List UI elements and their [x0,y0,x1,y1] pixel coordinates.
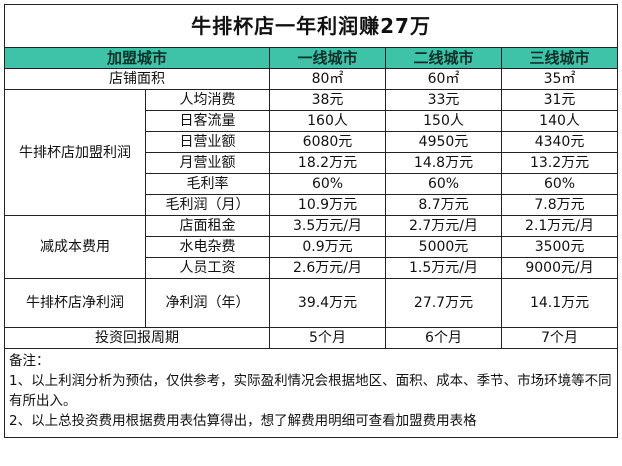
cell-value: 160人 [269,110,386,132]
row-label: 毛利润（月） [145,194,270,216]
cell-value: 18.2万元 [269,152,386,174]
cell-value: 38元 [269,89,386,111]
cell-value: 6个月 [385,327,502,349]
row-label: 净利润（年） [145,278,270,328]
cell-value: 3500元 [500,236,619,258]
row-label: 人员工资 [145,257,270,279]
table-row: 人员工资 2.6万元/月 1.5万元/月 9000元/月 [5,257,619,279]
cell-value: 1.5万元/月 [385,257,502,279]
table-row: 月营业额 18.2万元 14.8万元 13.2万元 [5,152,619,174]
table-row: 毛利润（月） 10.9万元 8.7万元 7.8万元 [5,194,619,216]
cell-value: 60% [385,173,502,195]
table-row: 牛排杯店加盟利润 人均消费 38元 33元 31元 [4,89,619,216]
row-label-payback: 投资回报周期 [4,327,270,349]
header-city-label: 加盟城市 [4,47,270,69]
cell-value: 13.2万元 [500,152,619,174]
cell-value: 39.4万元 [269,278,386,328]
group-label-cost: 减成本费用 [4,215,146,279]
cell-value: 150人 [385,110,502,132]
cell-value: 60% [269,173,386,195]
cell-value: 8.7万元 [385,194,502,216]
row-label: 月营业额 [145,152,270,174]
row-label: 日客流量 [145,110,270,132]
header-tier1: 一线城市 [269,47,386,69]
cell-value: 14.1万元 [500,278,619,328]
cell-value: 0.9万元 [269,236,386,258]
cell-value: 3.5万元/月 [269,215,386,237]
row-label: 毛利率 [145,173,270,195]
cell-value: 27.7万元 [385,278,502,328]
group-label-net: 牛排杯店净利润 [4,278,146,328]
cell-value: 6080元 [269,131,386,153]
notes-row: 备注： 1、以上利润分析为预估，仅供参考，实际盈利情况会根据地区、面积、成本、季… [3,348,619,438]
table-row: 毛利率 60% 60% 60% [5,173,619,195]
cell-value: 60㎡ [385,68,502,90]
cell-value: 31元 [500,89,619,111]
cell-value: 10.9万元 [269,194,386,216]
row-label: 水电杂费 [145,236,270,258]
cell-value: 5个月 [269,327,386,349]
header-tier3: 三线城市 [500,47,619,69]
header-row: 加盟城市 一线城市 二线城市 三线城市 [4,47,619,69]
table-row: 牛排杯店净利润 净利润（年） 39.4万元 27.7万元 14.1万元 [4,278,619,328]
cell-value: 80㎡ [269,68,386,90]
cell-value: 2.6万元/月 [269,257,386,279]
group-label-profit: 牛排杯店加盟利润 [4,89,146,216]
table-row: 水电杂费 0.9万元 5000元 3500元 [5,236,619,258]
cell-value: 14.8万元 [385,152,502,174]
table-row: 投资回报周期 5个月 6个月 7个月 [4,327,619,349]
cell-value: 7.8万元 [500,194,619,216]
row-label: 日营业额 [145,131,270,153]
header-tier2: 二线城市 [385,47,502,69]
note-line-1: 1、以上利润分析为预估，仅供参考，实际盈利情况会根据地区、面积、成本、季节、市场… [9,373,612,409]
cell-value: 2.7万元/月 [385,215,502,237]
table-row: 减成本费用 店面租金 3.5万元/月 2.7万元/月 2.1万元/月 [4,215,619,279]
row-label: 人均消费 [145,89,270,111]
row-label: 店面租金 [145,215,270,237]
cell-value: 60% [500,173,619,195]
row-label-area: 店铺面积 [4,68,270,90]
cell-value: 4950元 [385,131,502,153]
cell-value: 7个月 [500,327,619,349]
table-row: 店铺面积 80㎡ 60㎡ 35㎡ [4,68,619,90]
profit-table: 牛排杯店一年利润赚27万 加盟城市 一线城市 二线城市 三线城市 店铺面积 80… [3,4,619,438]
cell-value: 2.1万元/月 [500,215,619,237]
cell-value: 140人 [500,110,619,132]
cell-value: 9000元/月 [500,257,619,279]
notes-heading: 备注： [9,353,50,369]
table-title: 牛排杯店一年利润赚27万 [3,4,619,48]
note-line-2: 2、以上总投资费用根据费用表估算得出，想了解费用明细可查看加盟费用表格 [9,413,477,429]
notes-cell: 备注： 1、以上利润分析为预估，仅供参考，实际盈利情况会根据地区、面积、成本、季… [3,348,619,438]
cell-value: 5000元 [385,236,502,258]
cell-value: 4340元 [500,131,619,153]
cell-value: 33元 [385,89,502,111]
cell-value: 35㎡ [500,68,619,90]
profit-sheet: 牛排杯店一年利润赚27万 加盟城市 一线城市 二线城市 三线城市 店铺面积 80… [3,4,619,461]
